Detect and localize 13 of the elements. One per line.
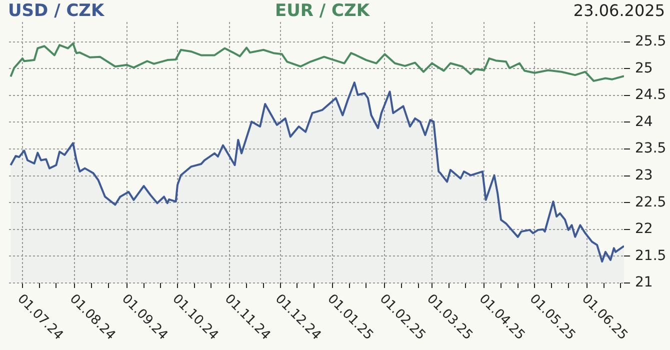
y-tick-label: 21.5 (635, 248, 666, 264)
series-label: EUR / CZK (275, 1, 370, 21)
y-tick-label: 25 (635, 60, 653, 76)
y-tick-label: 24.5 (635, 87, 666, 104)
y-tick-label: 23 (635, 167, 653, 184)
y-tick-label: 21 (635, 274, 653, 291)
y-tick-label: 22 (635, 221, 653, 238)
y-tick-label: 22.5 (635, 194, 666, 210)
y-tick-label: 24 (635, 114, 653, 130)
y-tick-label: 25.5 (635, 33, 666, 50)
y-tick-label: 23.5 (635, 140, 666, 157)
text: 23.06.2025 (573, 1, 665, 20)
text: USD / CZK (8, 1, 104, 21)
